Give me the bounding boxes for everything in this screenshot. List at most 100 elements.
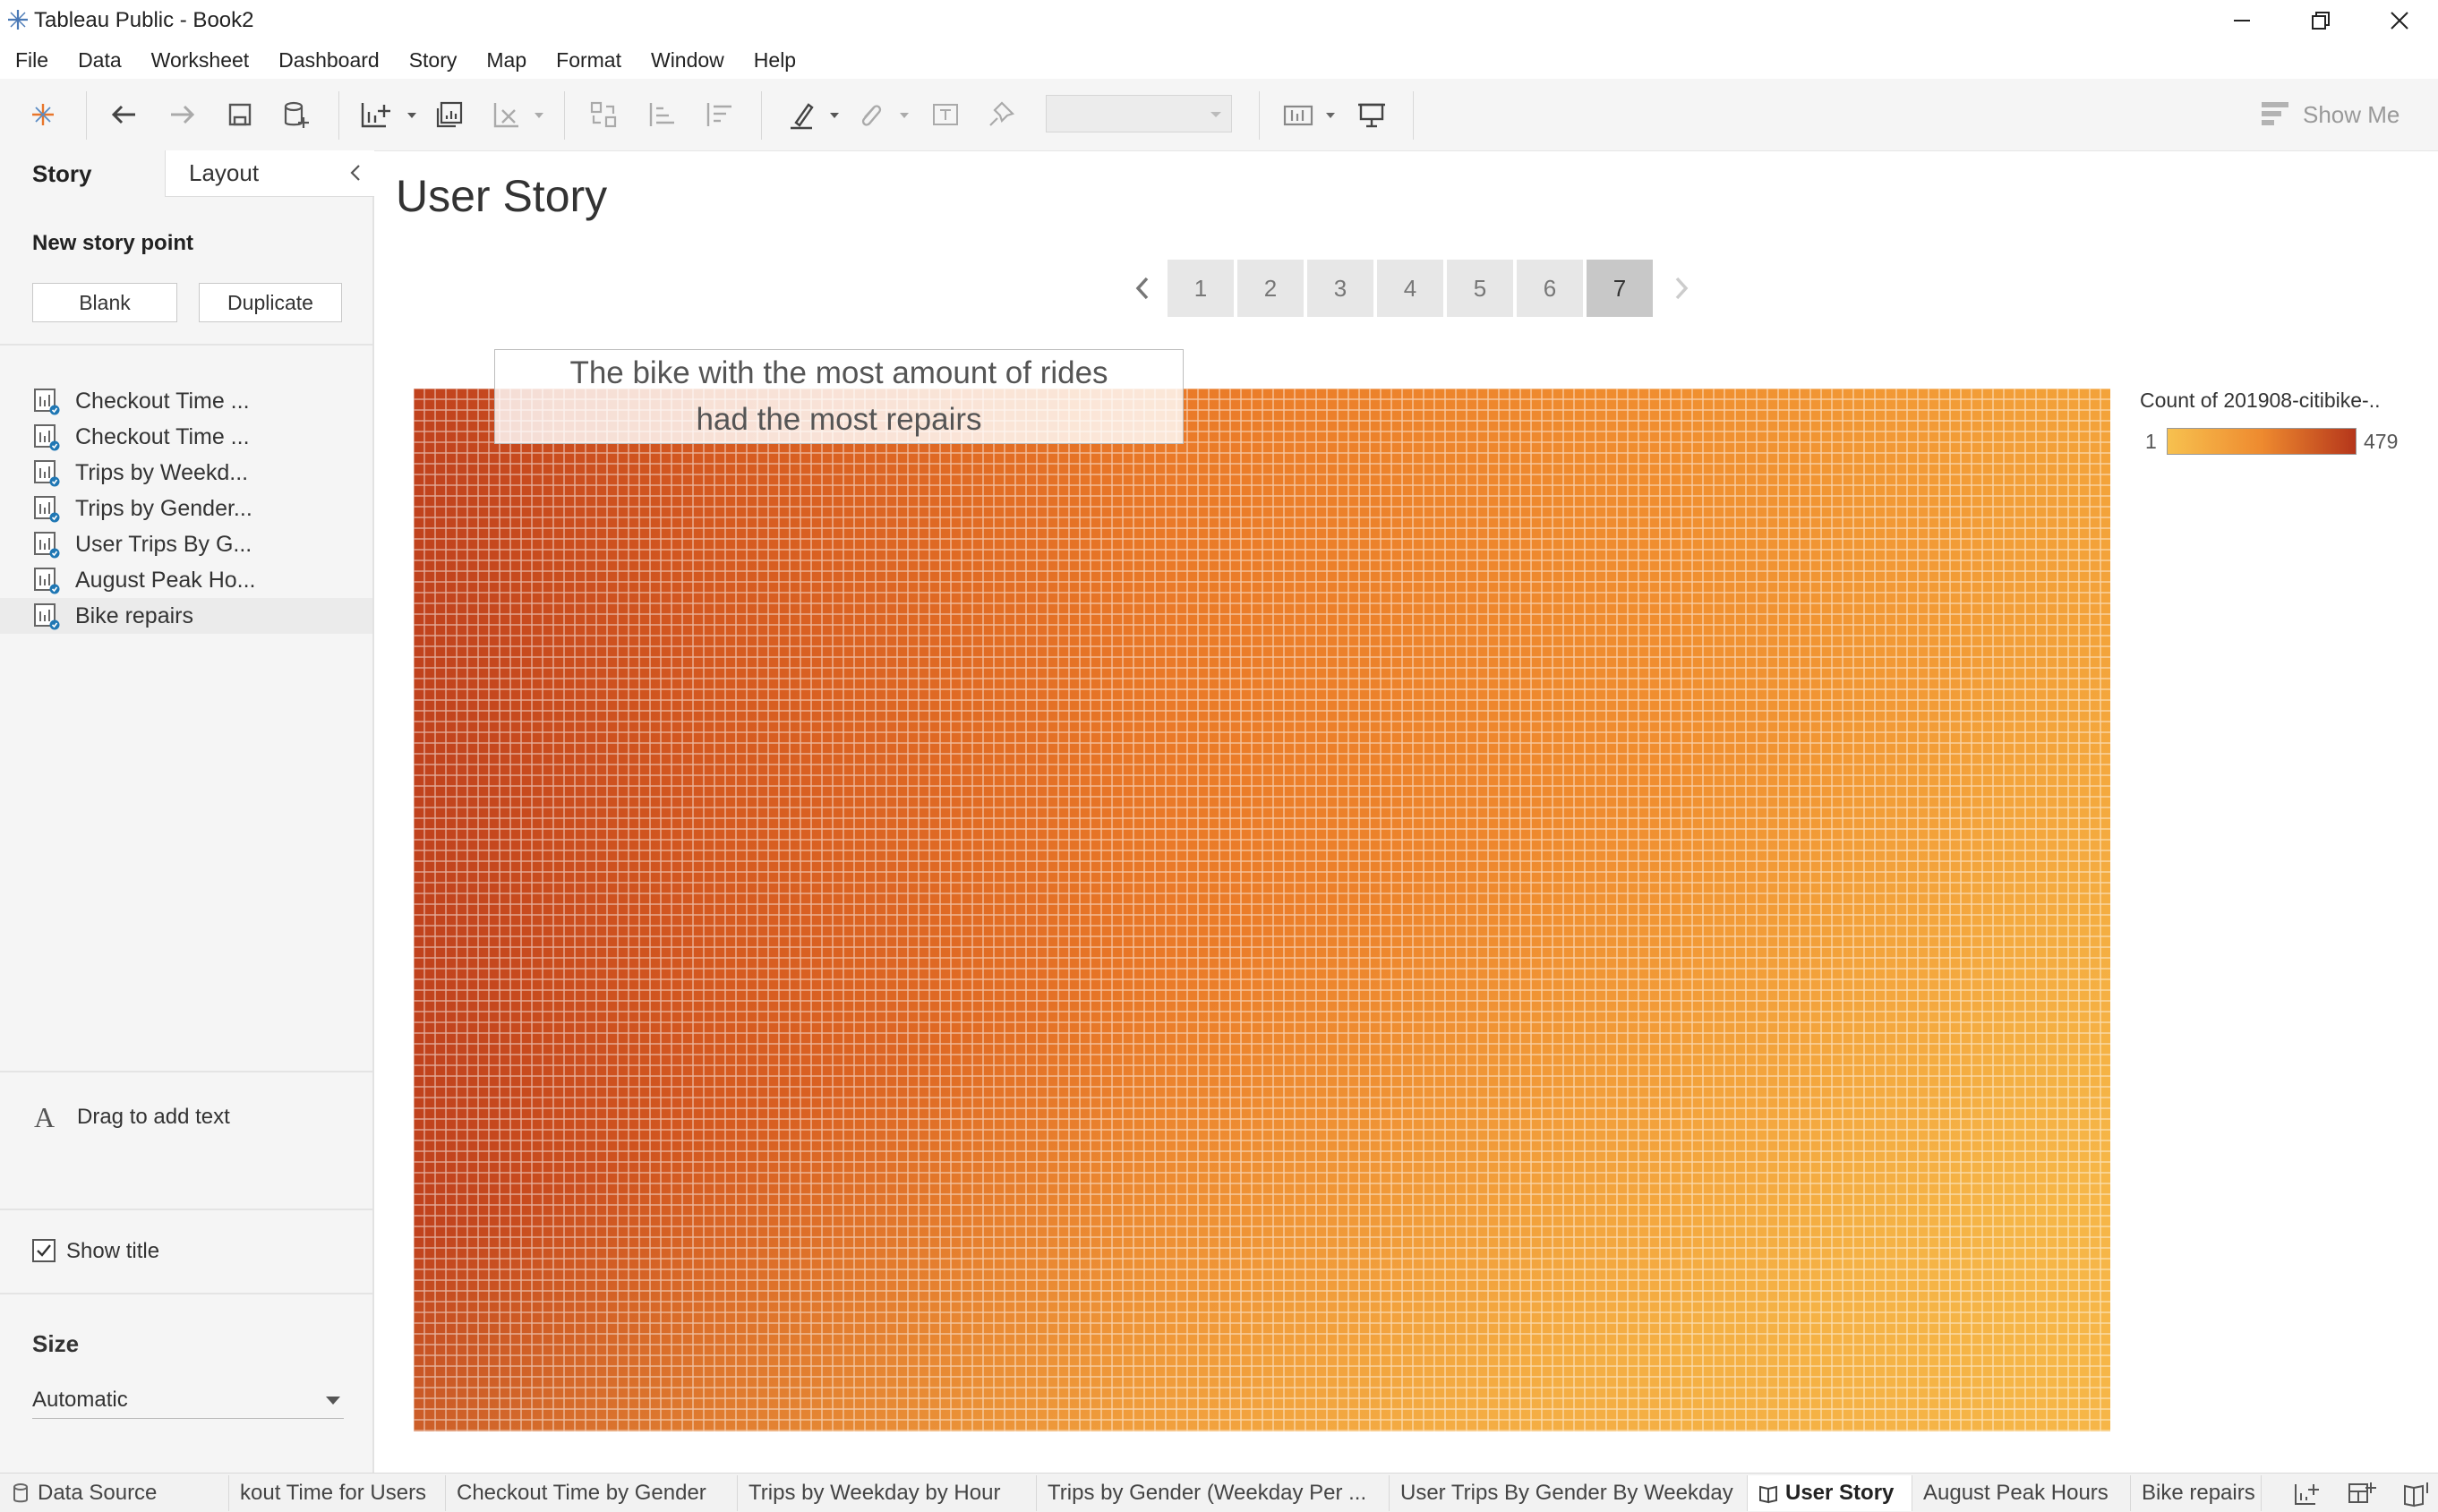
minimize-icon [2234,20,2250,21]
story-point-2[interactable]: 2 [1237,260,1304,317]
menu-story[interactable]: Story [408,48,458,72]
blank-button[interactable]: Blank [32,283,177,322]
menu-help[interactable]: Help [753,48,797,72]
fix-axes-button[interactable] [983,97,1019,132]
menu-format[interactable]: Format [556,48,621,72]
sheet-list-item[interactable]: Bike repairs [0,598,372,634]
save-icon [228,103,252,126]
tab-layout[interactable]: Layout [165,150,374,197]
divider [0,1293,372,1294]
color-legend-max: 479 [2364,430,2399,453]
swap-rows-columns-button[interactable] [586,97,621,132]
redo-button[interactable] [165,97,201,132]
checkmark-icon [37,1244,51,1257]
sheet-list-item[interactable]: Checkout Time ... [0,419,372,455]
menu-window[interactable]: Window [650,48,724,72]
chevron-left-icon[interactable] [344,161,367,184]
toolbar-separator [761,91,762,140]
fit-dropdown[interactable] [1046,95,1232,132]
show-title-label[interactable]: Show title [66,1239,160,1263]
new-worksheet-icon[interactable] [2290,1479,2321,1509]
sheet-list-item[interactable]: User Trips By G... [0,526,372,562]
treemap-cells [414,389,2110,1431]
story-caption-callout[interactable]: The bike with the most amount of rides h… [494,349,1184,444]
presentation-mode-button[interactable] [1354,97,1390,132]
story-point-3[interactable]: 3 [1307,260,1373,317]
sheet-tab[interactable]: Trips by Weekday by Hour [738,1475,1037,1511]
chevron-down-icon[interactable] [406,111,417,120]
tab-label: Trips by Weekday by Hour [749,1481,1001,1505]
undo-button[interactable] [106,97,141,132]
story-point-6[interactable]: 6 [1517,260,1583,317]
chevron-right-icon [1675,277,1689,300]
sheet-tab[interactable]: Bike repairs [2131,1475,2262,1511]
chevron-down-icon [326,1397,340,1405]
duplicate-button[interactable]: Duplicate [199,283,342,322]
show-cards-button[interactable] [1280,97,1316,132]
forward-arrow-icon [171,105,195,124]
color-legend-min: 1 [2145,430,2157,453]
close-button[interactable] [2360,0,2438,41]
sheet-tab-bar [0,1473,2438,1512]
paperclip-icon [861,105,882,126]
sheet-tab[interactable]: User Story [1748,1475,1912,1511]
new-worksheet-button[interactable] [356,97,392,132]
sheet-tab[interactable]: Trips by Gender (Weekday Per ... [1037,1475,1390,1511]
new-data-source-button[interactable] [278,97,313,132]
minimize-button[interactable] [2203,0,2281,41]
worksheet-icon [34,424,60,451]
menu-data[interactable]: Data [78,48,122,72]
chevron-down-icon[interactable] [1325,111,1336,120]
story-point-1[interactable]: 1 [1168,260,1234,317]
show-mark-labels-button[interactable] [928,97,963,132]
sheet-tab[interactable]: kout Time for Users [229,1475,446,1511]
story-point-5[interactable]: 5 [1447,260,1513,317]
sheet-list-item[interactable]: August Peak Ho... [0,562,372,598]
new-story-point-label: New story point [32,231,194,255]
tableau-home-button[interactable] [25,97,61,132]
tab-label: User Story [1785,1481,1895,1505]
sheet-tab[interactable]: August Peak Hours [1912,1475,2131,1511]
sort-ascending-button[interactable] [643,97,679,132]
sheet-list-item[interactable]: Trips by Weekd... [0,455,372,491]
story-point-7[interactable]: 7 [1587,260,1653,317]
new-story-icon[interactable] [2401,1479,2432,1509]
sort-descending-button[interactable] [700,97,736,132]
chevron-left-icon [1135,277,1149,300]
chevron-down-icon[interactable] [829,111,840,120]
save-button[interactable] [222,97,258,132]
story-point-4[interactable]: 4 [1377,260,1443,317]
sheet-tab[interactable]: User Trips By Gender By Weekday [1390,1475,1748,1511]
menu-dashboard[interactable]: Dashboard [278,48,380,72]
tab-story[interactable]: Story [0,150,165,197]
sheet-tab[interactable]: Checkout Time by Gender [446,1475,738,1511]
show-title-checkbox[interactable] [32,1239,56,1262]
restore-button[interactable] [2281,0,2360,41]
size-dropdown[interactable]: Automatic [32,1382,344,1419]
chevron-down-icon[interactable] [899,111,910,120]
tab-data-source[interactable]: Data Source [0,1475,229,1511]
sheet-list-label: Bike repairs [75,602,193,628]
menu-worksheet[interactable]: Worksheet [150,48,250,72]
chevron-down-icon[interactable] [534,111,544,120]
sheet-list-item[interactable]: Checkout Time ... [0,383,372,419]
text-object-icon[interactable]: A [34,1101,56,1133]
menu-map[interactable]: Map [486,48,527,72]
story-title: User Story [396,171,608,221]
group-members-button[interactable] [852,97,888,132]
color-legend-ramp[interactable] [2167,428,2357,455]
drag-to-add-text-label[interactable]: Drag to add text [77,1105,230,1129]
duplicate-sheet-button[interactable] [432,97,467,132]
database-icon [13,1483,28,1503]
sheet-list-item[interactable]: Trips by Gender... [0,491,372,526]
menu-file[interactable]: File [15,48,49,72]
previous-story-point-button[interactable] [1117,260,1168,317]
divider [0,1071,372,1072]
clear-sheet-button[interactable] [489,97,525,132]
show-me-button[interactable]: Show Me [2260,97,2400,132]
bike-repairs-treemap[interactable] [414,389,2110,1431]
next-story-point-button[interactable] [1656,260,1707,317]
new-dashboard-icon[interactable] [2346,1479,2376,1509]
highlight-button[interactable] [784,97,820,132]
